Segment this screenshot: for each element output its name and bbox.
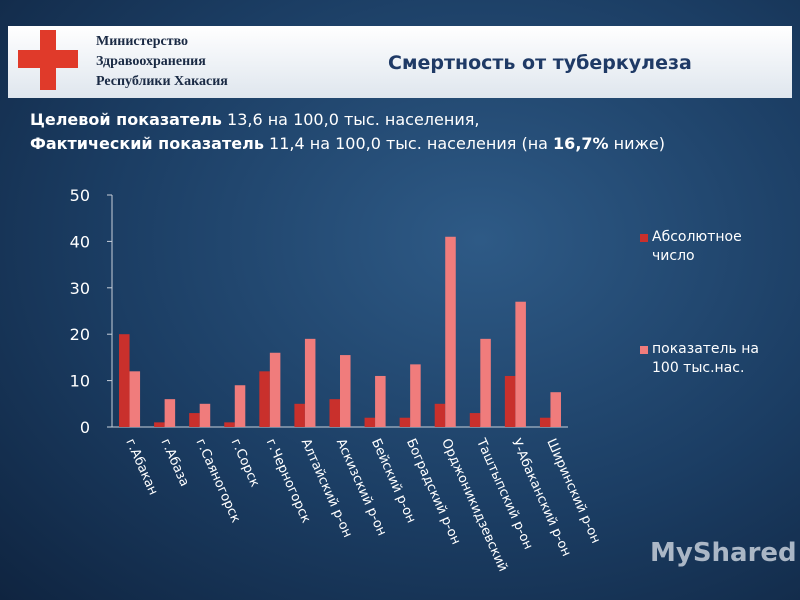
legend-label: показатель на 100 тыс.нас. [652,341,759,376]
legend-swatch [640,234,648,242]
ministry: Министерство Здравоохранения Республики … [96,32,228,92]
actual-highlight: 16,7% [553,134,609,153]
y-tick-label: 40 [70,232,90,251]
bar [445,236,456,427]
bar [259,371,270,427]
actual-text: 11,4 на 100,0 тыс. населения (на [263,134,554,153]
bar [504,375,516,427]
y-tick-label: 50 [70,186,90,205]
target-text: 13,6 на 100,0 тыс. населения, [221,110,480,129]
y-tick-label: 10 [70,372,90,391]
bar [224,422,235,427]
ministry-line: Министерство [96,34,189,49]
legend-swatch [640,346,648,354]
watermark: MyShared [650,538,797,568]
bar [515,301,526,427]
bar [340,355,351,427]
x-tick-label: Орджоникидзевский [438,437,510,575]
logo [18,30,78,90]
bar [234,385,246,427]
y-tick-label: 30 [70,279,90,298]
y-tick-label: 0 [80,418,90,437]
bar [434,403,446,427]
ministry-line: Республики Хакасия [96,74,228,89]
legend-label: Абсолютное число [652,229,742,264]
actual-tail: ниже) [608,134,666,153]
bar [480,338,491,427]
bar [364,417,376,427]
bar [189,413,200,427]
ministry-line: Здравоохранения [96,54,206,69]
bar [329,399,340,427]
target-label: Целевой показатель [30,110,222,129]
x-tick-label: г.Абакан [122,437,160,498]
bar [269,352,281,427]
x-tick-label: г.Абаза [157,437,191,489]
x-tick-label: г.Сорск [228,437,263,490]
slide-title: Смертность от туберкулеза [388,52,692,74]
target-line: Целевой показатель 13,6 на 100,0 тыс. на… [30,110,479,129]
bar [550,392,561,427]
bar [129,371,141,427]
actual-line: Фактический показатель 11,4 на 100,0 тыс… [30,134,665,153]
y-tick-label: 20 [70,325,90,344]
bar [119,334,130,427]
bar [469,413,481,427]
actual-label: Фактический показатель [30,134,264,153]
bar [410,364,421,427]
bar [399,417,411,427]
bar [199,403,211,427]
bar [294,403,305,427]
bar [375,375,386,427]
bar [154,422,165,427]
header: Министерство Здравоохранения Республики … [8,26,792,98]
bar [539,417,551,427]
bar [304,338,316,427]
bar [164,399,176,427]
